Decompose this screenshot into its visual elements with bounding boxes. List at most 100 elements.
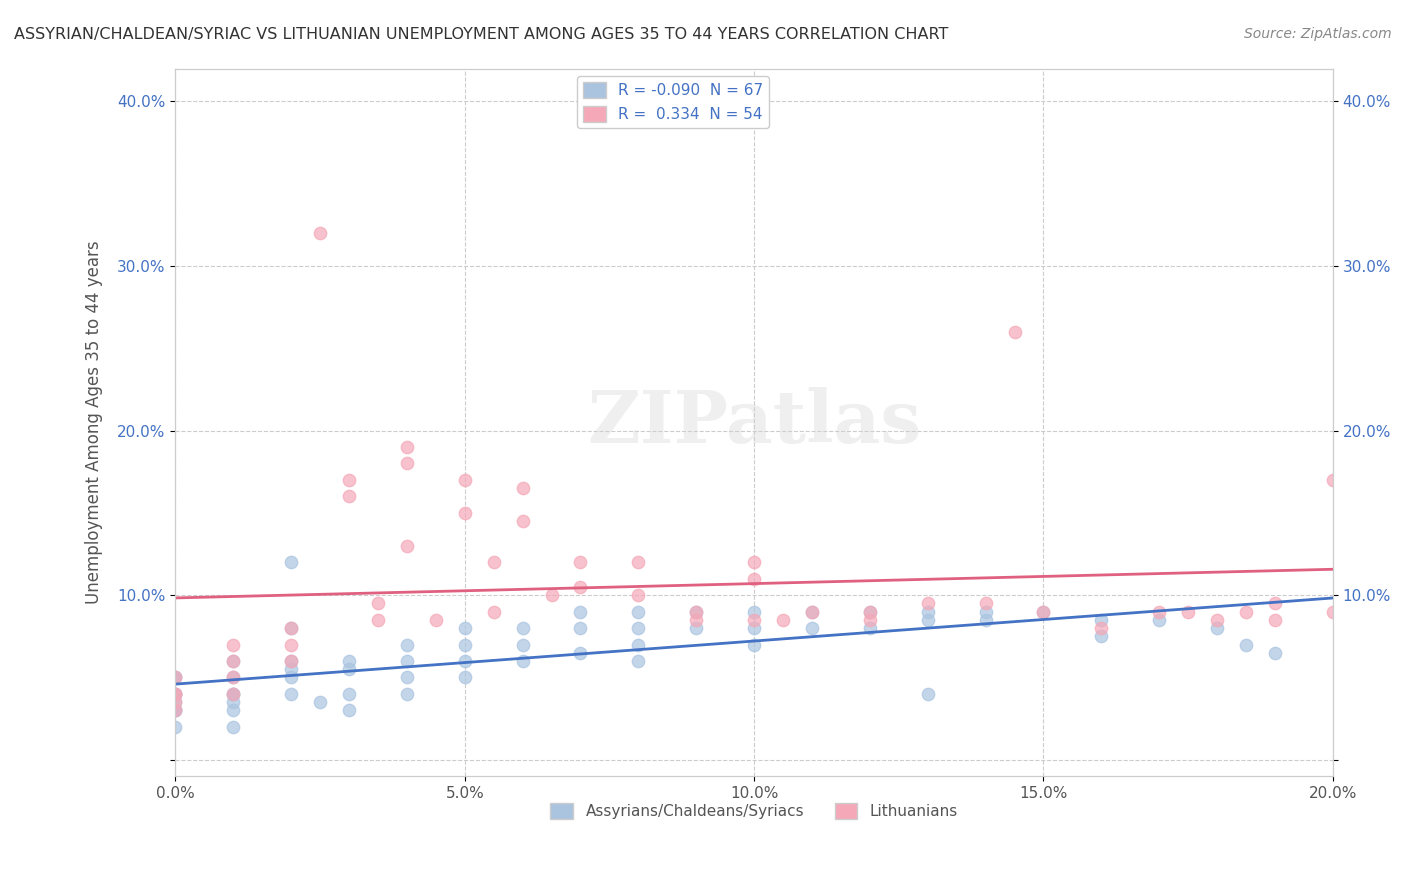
Point	[222, 670, 245, 684]
Point	[859, 605, 882, 619]
Point	[337, 662, 360, 676]
Text: Source: ZipAtlas.com: Source: ZipAtlas.com	[1244, 27, 1392, 41]
Point	[280, 621, 302, 635]
Point	[482, 605, 505, 619]
Point	[165, 703, 187, 717]
Point	[337, 654, 360, 668]
Point	[165, 703, 187, 717]
Point	[309, 226, 332, 240]
Point	[685, 605, 707, 619]
Point	[165, 703, 187, 717]
Y-axis label: Unemployment Among Ages 35 to 44 years: Unemployment Among Ages 35 to 44 years	[86, 241, 103, 604]
Point	[1264, 613, 1286, 627]
Point	[512, 638, 534, 652]
Point	[859, 605, 882, 619]
Point	[454, 473, 477, 487]
Point	[165, 695, 187, 709]
Point	[685, 621, 707, 635]
Point	[309, 695, 332, 709]
Point	[742, 555, 765, 569]
Point	[280, 654, 302, 668]
Point	[1032, 605, 1054, 619]
Point	[367, 613, 389, 627]
Point	[482, 555, 505, 569]
Point	[337, 490, 360, 504]
Point	[1234, 638, 1257, 652]
Point	[1090, 621, 1112, 635]
Point	[1032, 605, 1054, 619]
Point	[1234, 605, 1257, 619]
Point	[280, 621, 302, 635]
Point	[395, 440, 418, 454]
Point	[540, 588, 562, 602]
Point	[800, 605, 823, 619]
Point	[917, 605, 939, 619]
Point	[742, 638, 765, 652]
Point	[1090, 629, 1112, 643]
Point	[569, 555, 592, 569]
Point	[222, 695, 245, 709]
Point	[859, 613, 882, 627]
Point	[454, 506, 477, 520]
Text: ZIPatlas: ZIPatlas	[588, 387, 921, 458]
Point	[569, 646, 592, 660]
Point	[742, 613, 765, 627]
Point	[454, 621, 477, 635]
Point	[280, 670, 302, 684]
Point	[425, 613, 447, 627]
Point	[222, 720, 245, 734]
Point	[165, 687, 187, 701]
Point	[512, 481, 534, 495]
Point	[859, 621, 882, 635]
Point	[222, 670, 245, 684]
Point	[1147, 613, 1170, 627]
Point	[395, 670, 418, 684]
Point	[512, 621, 534, 635]
Point	[222, 703, 245, 717]
Point	[569, 605, 592, 619]
Point	[280, 662, 302, 676]
Point	[395, 687, 418, 701]
Point	[337, 473, 360, 487]
Point	[395, 654, 418, 668]
Point	[280, 687, 302, 701]
Point	[222, 654, 245, 668]
Point	[685, 613, 707, 627]
Point	[1004, 325, 1026, 339]
Point	[1147, 605, 1170, 619]
Point	[222, 687, 245, 701]
Point	[165, 670, 187, 684]
Point	[569, 580, 592, 594]
Point	[165, 687, 187, 701]
Point	[800, 621, 823, 635]
Point	[165, 695, 187, 709]
Point	[974, 613, 997, 627]
Point	[337, 703, 360, 717]
Point	[742, 621, 765, 635]
Point	[742, 572, 765, 586]
Point	[627, 638, 650, 652]
Point	[280, 654, 302, 668]
Point	[165, 670, 187, 684]
Point	[165, 720, 187, 734]
Point	[1206, 613, 1229, 627]
Point	[1177, 605, 1199, 619]
Point	[974, 596, 997, 610]
Point	[1322, 605, 1344, 619]
Point	[222, 687, 245, 701]
Point	[627, 555, 650, 569]
Point	[917, 687, 939, 701]
Text: ASSYRIAN/CHALDEAN/SYRIAC VS LITHUANIAN UNEMPLOYMENT AMONG AGES 35 TO 44 YEARS CO: ASSYRIAN/CHALDEAN/SYRIAC VS LITHUANIAN U…	[14, 27, 949, 42]
Point	[685, 605, 707, 619]
Point	[917, 596, 939, 610]
Point	[974, 605, 997, 619]
Legend: Assyrians/Chaldeans/Syriacs, Lithuanians: Assyrians/Chaldeans/Syriacs, Lithuanians	[544, 797, 965, 825]
Point	[627, 605, 650, 619]
Point	[337, 687, 360, 701]
Point	[165, 687, 187, 701]
Point	[454, 638, 477, 652]
Point	[222, 638, 245, 652]
Point	[280, 638, 302, 652]
Point	[454, 654, 477, 668]
Point	[222, 687, 245, 701]
